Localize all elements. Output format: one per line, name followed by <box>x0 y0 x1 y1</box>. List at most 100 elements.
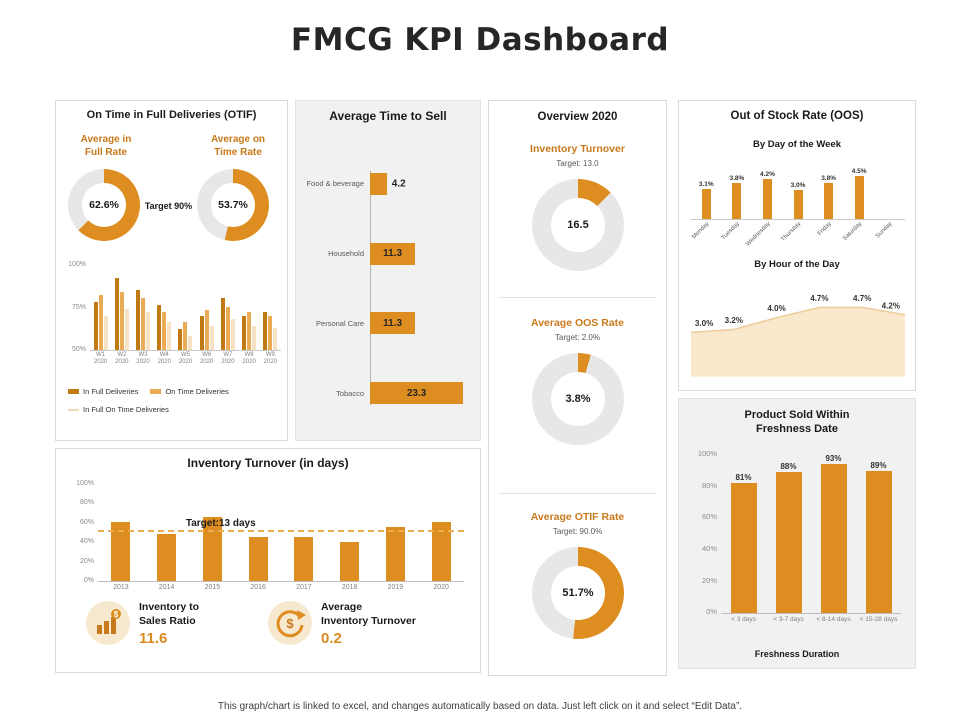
x-tick: Thursday <box>780 220 814 254</box>
otif-on-time-value: 53.7% <box>215 198 251 212</box>
otif-week-group <box>263 264 278 350</box>
x-tick: < 15-28 days <box>859 616 898 623</box>
day-label: Sunday <box>875 221 895 240</box>
x-tick: W2 2020 <box>115 352 129 365</box>
value-label: 89% <box>870 460 887 470</box>
x-tick: 2014 <box>158 584 175 591</box>
x-tick: 2015 <box>204 584 221 591</box>
oos-day-col: 3.8% <box>813 155 844 219</box>
bar-area: 4.2 <box>370 172 470 195</box>
day-label: Thursday <box>780 221 803 243</box>
x-axis-labels: 2013 2014 2015 2016 2017 2018 2019 2020 <box>98 584 464 592</box>
time-to-sell-row: Household 11.3 <box>304 241 470 267</box>
otif-weekly-bar <box>103 315 108 350</box>
turnover-arrows-icon: $ <box>268 601 312 645</box>
otif-title: On Time in Full Deliveries (OTIF) <box>86 109 257 121</box>
oos-by-day-chart[interactable]: 3.1% 3.8% 4.2% 3.0% 3.8% 4.5% Monday Tuesday Wed… <box>691 155 905 255</box>
kpi-value: 11.6 <box>139 630 168 648</box>
oos-rate-donut[interactable]: 3.8% <box>532 353 624 445</box>
oos-by-hour-title: By Hour of the Day <box>754 259 840 270</box>
value-label: 3.0% <box>790 182 806 190</box>
bar-area: 23.3 <box>370 382 470 405</box>
bar <box>248 536 268 581</box>
oos-day-bars: 3.1% 3.8% 4.2% 3.0% 3.8% 4.5% <box>691 155 905 220</box>
category-label: Tobacco <box>336 388 364 398</box>
freshness-chart[interactable]: 100% 80% 60% 40% 20% 0% 81% 88% 93% 89% < 3 days < … <box>691 450 903 633</box>
legend-item-on-time: On Time Deliveries <box>150 387 229 396</box>
target-label: Target:13 days <box>185 518 256 529</box>
oos-day-col: 3.1% <box>691 155 722 219</box>
otif-week-group <box>178 264 193 350</box>
y-axis: 100% 80% 60% 40% 20% 0% <box>691 450 717 616</box>
x-tick: 2016 <box>250 584 266 591</box>
oos-day-col <box>874 155 905 219</box>
bar-col <box>385 483 405 581</box>
otif-on-time-donut[interactable]: 53.7% <box>197 169 269 241</box>
ov-otif-target: Target: 90.0% <box>552 527 603 536</box>
bar-col <box>111 483 131 581</box>
x-tick: 2013 <box>113 584 129 591</box>
otif-weekly-chart[interactable]: 100% 75% 50% W1 2020 W2 2020 W3 2020 W4 2020 W5… <box>64 261 281 370</box>
x-tick: W3 2020 <box>136 352 150 365</box>
oos-by-hour-chart[interactable]: 3.0% 3.2% 4.0% 4.7% 4.7% 4.2% <box>690 277 906 381</box>
otif-weekly-bar <box>273 327 278 350</box>
footer-note: This graph/chart is linked to excel, and… <box>217 701 743 712</box>
x-tick: 2018 <box>341 584 358 591</box>
bar-col <box>202 483 222 581</box>
otif-rate-donut[interactable]: 51.7% <box>532 547 624 639</box>
time-to-sell-row: Tobacco 23.3 <box>304 380 470 406</box>
otif-weekly-plot <box>90 264 281 351</box>
bar <box>202 517 222 581</box>
inventory-turnover-donut[interactable]: 16.5 <box>532 179 624 271</box>
otif-weekly-bar <box>188 336 193 350</box>
bar: 11.3 <box>370 312 416 335</box>
bar <box>854 175 864 219</box>
circular-arrows-dollar-icon: $ <box>276 610 306 638</box>
kpi-value: 0.2 <box>321 630 342 648</box>
value-label: 81% <box>735 473 752 483</box>
otif-weekly-bar <box>124 308 129 350</box>
y-axis: 100% 80% 60% 40% 20% 0% <box>70 480 94 584</box>
bar <box>762 178 772 219</box>
ov-turnover-heading: Inventory Turnover <box>530 143 625 155</box>
bar-col <box>248 483 268 581</box>
otif-in-full-donut[interactable]: 62.6% <box>68 169 140 241</box>
svg-text:4.2%: 4.2% <box>882 300 901 310</box>
value-label: 23.3 <box>406 387 427 399</box>
x-axis-labels: < 3 days < 3-7 days < 8-14 days < 15-28 day… <box>721 616 901 623</box>
value-label: 93% <box>825 454 842 464</box>
otif-weekly-bar <box>93 301 98 350</box>
value-label: 11.3 <box>383 317 403 329</box>
bar <box>793 190 803 219</box>
otif-week-group <box>242 264 257 350</box>
bar <box>820 464 847 613</box>
svg-text:$: $ <box>286 616 294 631</box>
otif-weekly-bar <box>204 310 209 350</box>
y-tick: 20% <box>79 557 94 565</box>
bar <box>732 182 742 219</box>
otif-panel: On Time in Full Deliveries (OTIF) Averag… <box>55 100 288 441</box>
otif-weekly-bar <box>268 315 273 350</box>
x-tick: Tuesday <box>721 220 753 254</box>
y-tick: 100% <box>697 449 717 458</box>
ov-turnover-target: Target: 13.0 <box>556 159 599 168</box>
oos-day-col: 3.0% <box>783 155 814 219</box>
y-tick: 50% <box>71 346 86 353</box>
ov-otif-value: 51.7% <box>559 586 597 600</box>
ov-oos-heading: Average OOS Rate <box>531 317 624 329</box>
bar-col: 93% <box>820 453 847 613</box>
x-tick: < 8-14 days <box>816 616 851 623</box>
freshness-title: Product Sold Within Freshness Date <box>744 409 850 435</box>
value-label: 3.8% <box>729 174 745 182</box>
time-to-sell-panel: Average Time to Sell Food & beverage 4.2 H… <box>295 100 481 441</box>
time-to-sell-chart[interactable]: Food & beverage 4.2 Household 11.3 Personal … <box>304 149 470 428</box>
x-tick: < 3-7 days <box>773 616 804 623</box>
inventory-years-chart[interactable]: 100% 80% 60% 40% 20% 0% Target:13 days 2013 2014… <box>70 480 464 599</box>
legend-label: In Full On Time Deliveries <box>83 405 169 414</box>
bar <box>385 527 405 581</box>
legend-swatch-icon <box>68 408 79 411</box>
y-tick: 20% <box>701 575 717 585</box>
y-tick: 75% <box>71 303 86 311</box>
legend-label: In Full Deliveries <box>83 387 139 396</box>
svg-text:4.0%: 4.0% <box>767 303 786 313</box>
